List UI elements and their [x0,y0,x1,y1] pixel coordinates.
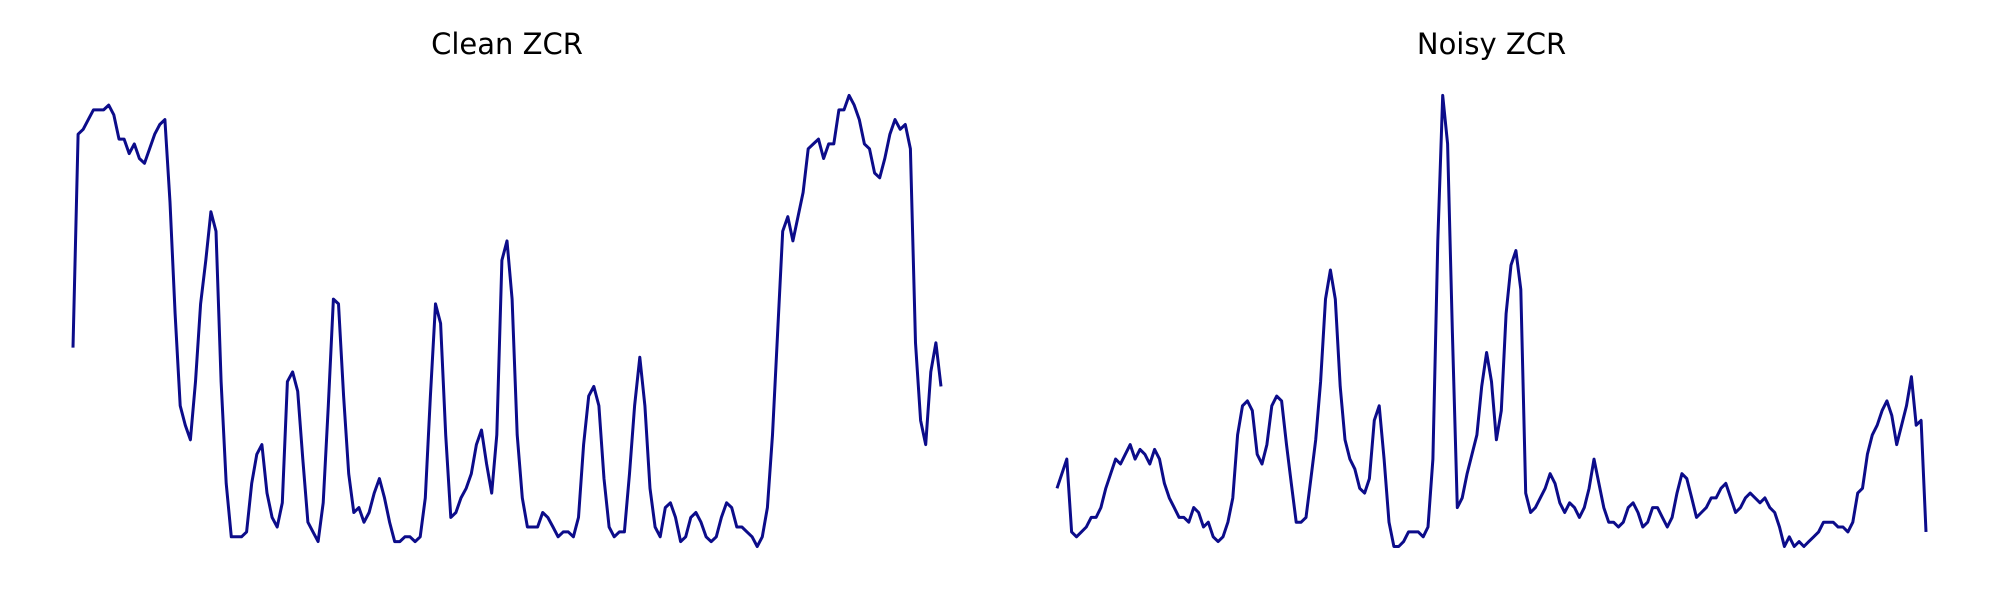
line [1055,93,1928,548]
line [71,93,943,548]
chart-title: Noisy ZCR [1417,27,1566,61]
chart-title: Clean ZCR [431,27,583,61]
